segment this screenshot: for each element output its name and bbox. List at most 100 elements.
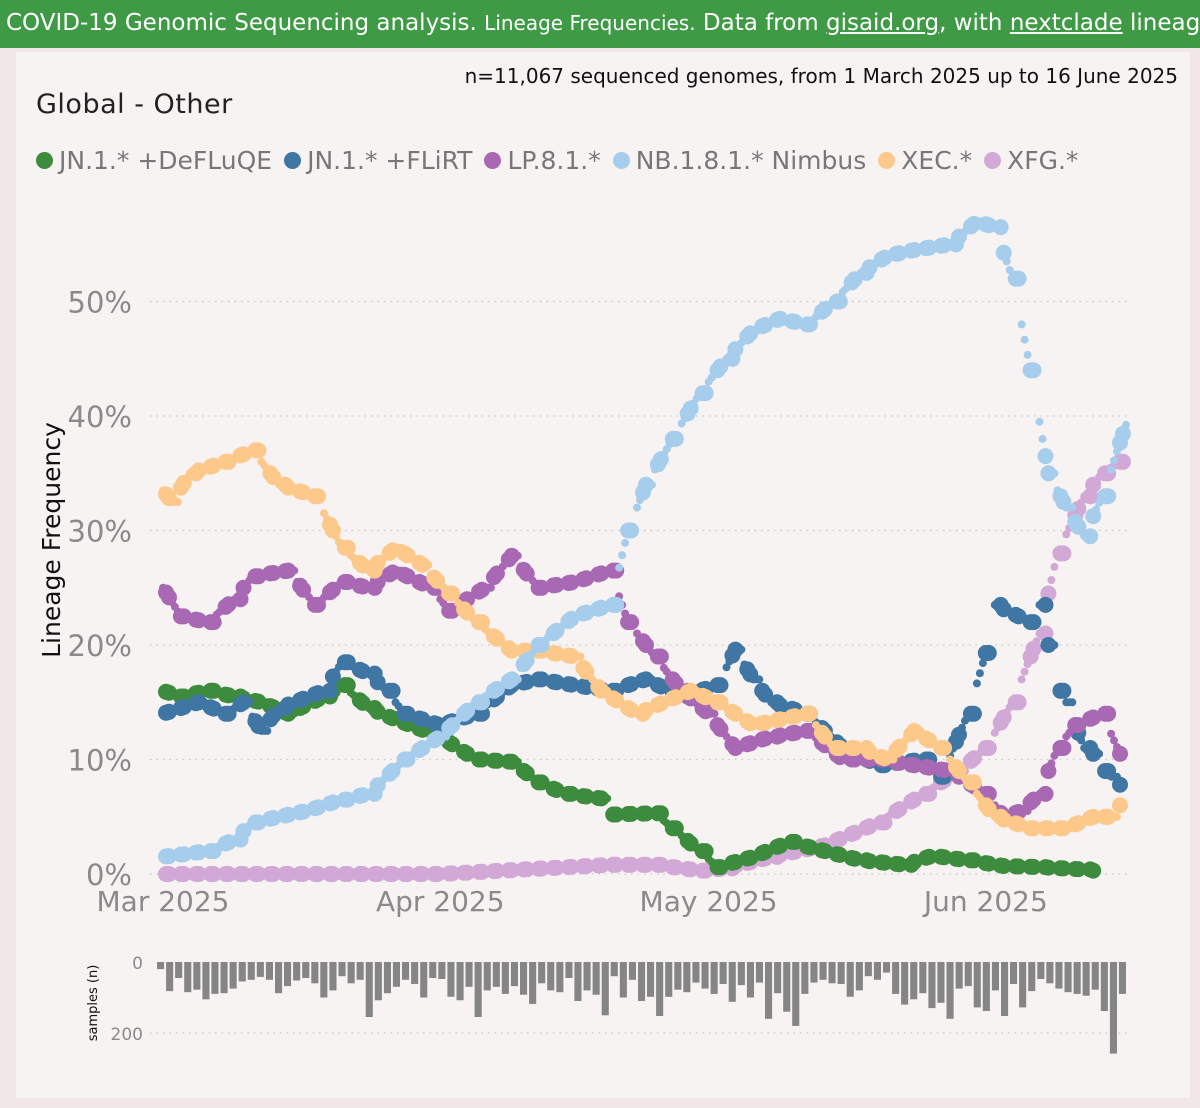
data-point xyxy=(987,649,996,657)
samples-bar xyxy=(919,962,927,994)
samples-y-tick-label: 0 xyxy=(132,954,143,974)
data-point xyxy=(1047,759,1056,768)
samples-bar xyxy=(565,962,573,978)
data-point xyxy=(987,744,996,752)
samples-bar xyxy=(329,962,337,991)
data-point xyxy=(995,244,1012,261)
data-point xyxy=(1107,465,1116,474)
legend-dot-defluqe xyxy=(36,152,53,169)
samples-bar xyxy=(374,962,382,1001)
samples-y-tick-label: 200 xyxy=(111,1025,143,1045)
legend-item-nimbus[interactable]: NB.1.8.1.* Nimbus xyxy=(612,146,866,175)
samples-bars xyxy=(157,962,1126,1054)
data-point xyxy=(1002,257,1011,266)
legend-item-lp81[interactable]: LP.8.1.* xyxy=(484,146,601,175)
samples-bar xyxy=(402,962,410,980)
samples-bar xyxy=(420,962,428,998)
legend-item-xec[interactable]: XEC.* xyxy=(878,146,972,175)
samples-bar xyxy=(819,962,827,980)
legend-label-flirt: JN.1.* +FLiRT xyxy=(307,146,473,175)
samples-bar xyxy=(520,962,528,995)
banner-text-lineage: Lineage Frequencies. xyxy=(484,11,696,35)
data-point xyxy=(1020,667,1029,676)
data-point xyxy=(1020,335,1029,344)
data-point xyxy=(250,442,267,459)
legend-label-xfg: XFG.* xyxy=(1007,146,1079,175)
samples-bar xyxy=(710,962,718,994)
legend-dot-lp81 xyxy=(484,152,502,169)
data-point xyxy=(486,583,495,592)
gisaid-link[interactable]: gisaid.org xyxy=(825,10,940,36)
data-point xyxy=(1023,350,1032,359)
samples-bar xyxy=(828,962,836,984)
data-point xyxy=(576,652,585,661)
region-title: Global - Other xyxy=(36,89,233,120)
data-point xyxy=(1017,675,1026,684)
data-point xyxy=(621,538,630,547)
data-point xyxy=(943,744,952,752)
data-point xyxy=(1122,457,1130,466)
samples-bar xyxy=(656,962,664,1016)
data-point xyxy=(615,563,624,572)
data-point xyxy=(317,600,325,609)
data-point xyxy=(540,641,549,649)
samples-bar xyxy=(982,962,990,1011)
y-tick-label: 20% xyxy=(68,629,132,663)
data-point xyxy=(1100,488,1117,505)
samples-bar xyxy=(1001,962,1009,1016)
data-point xyxy=(1110,736,1118,745)
x-tick-label: Mar 2025 xyxy=(97,885,230,918)
series-xec xyxy=(158,442,1128,837)
samples-bar xyxy=(202,962,210,1000)
samples-bar xyxy=(229,962,237,989)
data-point xyxy=(1115,425,1131,442)
samples-bar xyxy=(1019,962,1027,1008)
data-point xyxy=(630,618,638,627)
data-point xyxy=(1050,562,1059,571)
samples-bar xyxy=(946,962,954,1019)
samples-bar xyxy=(166,962,174,992)
x-tick-label: Apr 2025 xyxy=(376,885,505,918)
samples-bar xyxy=(783,962,791,1012)
data-point xyxy=(1122,420,1130,429)
data-point xyxy=(1050,641,1059,649)
samples-bar xyxy=(538,962,546,984)
samples-bar xyxy=(238,962,246,982)
samples-bar xyxy=(765,962,773,1019)
samples-bar xyxy=(1010,962,1018,984)
legend-dot-nimbus xyxy=(612,152,630,169)
data-point xyxy=(652,648,669,665)
samples-bar xyxy=(383,962,391,994)
data-point xyxy=(978,659,987,668)
samples-bar xyxy=(510,962,518,987)
samples-bar xyxy=(411,962,419,984)
legend-item-flirt[interactable]: JN.1.* +FLiRT xyxy=(284,146,472,175)
samples-bar xyxy=(964,962,972,987)
samples-y-tick-labels: 0 200 xyxy=(111,954,143,1045)
samples-bar xyxy=(193,962,201,990)
samples-bar xyxy=(937,962,945,1003)
y-tick-label: 50% xyxy=(68,286,132,320)
legend-item-defluqe[interactable]: JN.1.* +DeFLuQE xyxy=(36,146,272,175)
nextclade-link[interactable]: nextclade xyxy=(1009,10,1123,36)
samples-bar xyxy=(1046,962,1054,984)
samples-bar xyxy=(429,962,437,978)
legend-label-lp81: LP.8.1.* xyxy=(507,146,601,175)
samples-bar xyxy=(311,962,319,984)
data-point xyxy=(1032,366,1041,375)
samples-bar xyxy=(265,962,273,980)
y-tick-label: 10% xyxy=(68,744,132,778)
samples-bar xyxy=(302,962,310,978)
data-point xyxy=(719,681,728,690)
legend-item-xfg[interactable]: XFG.* xyxy=(984,146,1078,175)
data-point xyxy=(245,698,254,707)
samples-bar xyxy=(547,962,555,991)
data-point xyxy=(290,566,299,575)
samples-bar xyxy=(247,962,255,980)
samples-bar xyxy=(157,962,165,970)
data-point xyxy=(674,434,683,443)
samples-bar xyxy=(275,962,283,994)
data-point xyxy=(1082,528,1099,545)
legend-label-xec: XEC.* xyxy=(901,146,973,175)
samples-bar xyxy=(1082,962,1090,996)
